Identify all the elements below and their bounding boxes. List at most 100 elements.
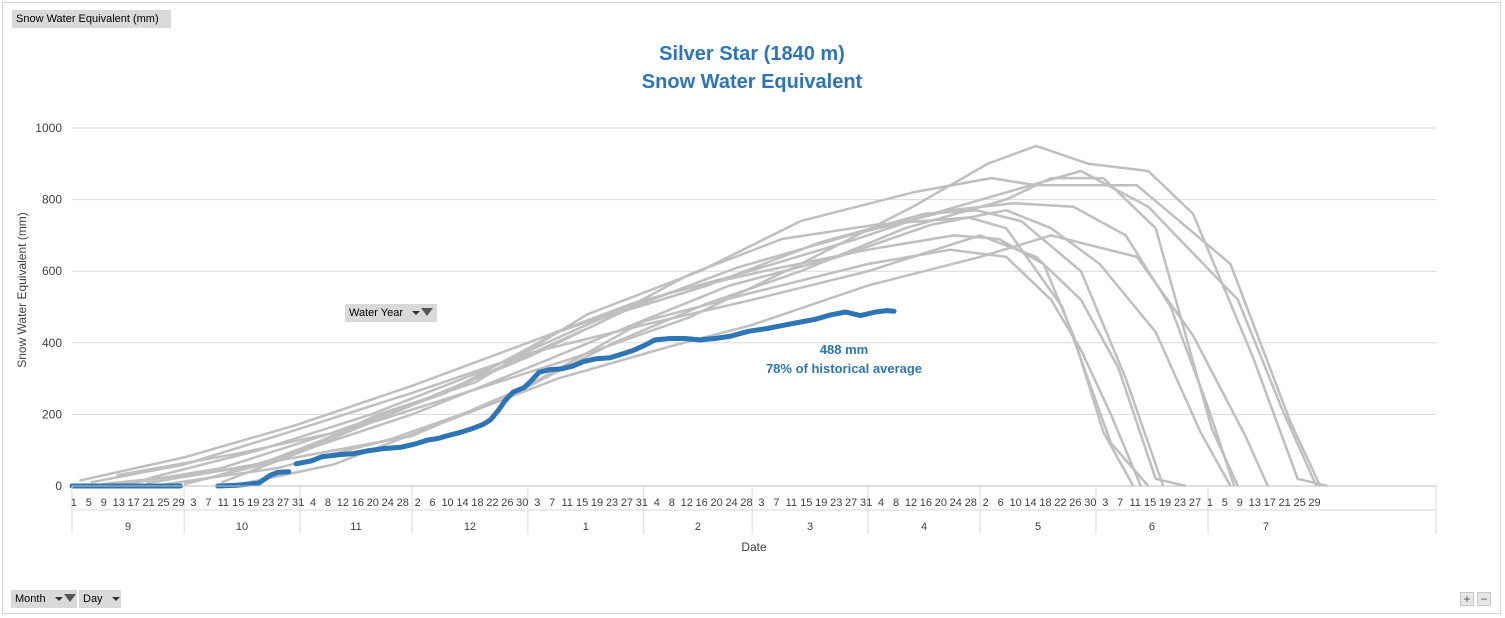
day-tick-label: 15 bbox=[800, 497, 812, 509]
day-tick-label: 4 bbox=[878, 497, 884, 509]
day-tick-label: 20 bbox=[367, 497, 379, 509]
day-tick-label: 27 bbox=[1189, 497, 1201, 509]
day-tick-label: 10 bbox=[1009, 497, 1021, 509]
day-tick-label: 18 bbox=[471, 497, 483, 509]
day-tick-label: 29 bbox=[172, 497, 184, 509]
day-tick-label: 5 bbox=[86, 497, 92, 509]
historical-line-hist-8 bbox=[221, 209, 1232, 487]
historical-line-hist-7 bbox=[79, 169, 1318, 487]
legend-field-button[interactable]: Water Year bbox=[345, 304, 437, 322]
day-tick-label: 28 bbox=[740, 497, 752, 509]
y-axis-label: Snow Water Equivalent (mm) bbox=[15, 212, 29, 368]
day-tick-label: 9 bbox=[101, 497, 107, 509]
month-label: 11 bbox=[350, 521, 361, 533]
day-tick-label: 17 bbox=[1264, 497, 1276, 509]
day-tick-label: 16 bbox=[920, 497, 932, 509]
day-tick-label: 16 bbox=[352, 497, 364, 509]
historical-line-hist-6 bbox=[183, 176, 1322, 487]
y-axis-ticks: 0 200 400 600 800 1000 bbox=[35, 121, 62, 493]
day-tick-label: 1 bbox=[71, 497, 77, 509]
day-tick-label: 18 bbox=[1039, 497, 1051, 509]
day-tick-label: 2 bbox=[415, 497, 421, 509]
day-tick-label: 3 bbox=[758, 497, 764, 509]
day-tick-label: 13 bbox=[113, 497, 125, 509]
day-tick-label: 2 bbox=[983, 497, 989, 509]
historical-line-hist-9 bbox=[146, 209, 1165, 487]
day-tick-label: 5 bbox=[1222, 497, 1228, 509]
day-tick-label: 12 bbox=[337, 497, 349, 509]
day-field-label: Day bbox=[83, 593, 103, 605]
day-tick-label: 11 bbox=[561, 497, 572, 509]
annotation-percent: 78% of historical average bbox=[766, 361, 922, 376]
day-tick-label: 1 bbox=[1207, 497, 1213, 509]
historical-line-hist-10 bbox=[239, 234, 1269, 487]
day-tick-label: 27 bbox=[845, 497, 857, 509]
month-label: 7 bbox=[1263, 521, 1269, 533]
day-tick-label: 22 bbox=[486, 497, 498, 509]
day-field-button[interactable]: Day bbox=[79, 590, 121, 608]
plus-icon[interactable]: + bbox=[1460, 592, 1474, 606]
day-tick-label: 15 bbox=[576, 497, 588, 509]
day-tick-label: 23 bbox=[830, 497, 842, 509]
chart-subtitle: Snow Water Equivalent bbox=[642, 71, 863, 93]
day-tick-label: 30 bbox=[1084, 497, 1096, 509]
funnel-icon bbox=[421, 308, 434, 317]
day-tick-label: 14 bbox=[1024, 497, 1036, 509]
day-tick-label: 8 bbox=[325, 497, 331, 509]
day-tick-label: 19 bbox=[591, 497, 603, 509]
minus-icon[interactable]: − bbox=[1477, 592, 1491, 606]
gridlines bbox=[72, 127, 1436, 415]
day-tick-label: 12 bbox=[681, 497, 693, 509]
current-line-segment-2 bbox=[293, 308, 897, 467]
day-tick-label: 31 bbox=[636, 497, 648, 509]
day-tick-label: 22 bbox=[1054, 497, 1066, 509]
value-field-button[interactable]: Snow Water Equivalent (mm) bbox=[12, 10, 171, 28]
day-tick-label: 21 bbox=[142, 497, 154, 509]
day-tick-label: 15 bbox=[1144, 497, 1156, 509]
day-tick-label: 27 bbox=[277, 497, 289, 509]
historical-line-hist-2 bbox=[124, 234, 1135, 487]
day-tick-label: 24 bbox=[950, 497, 962, 509]
day-tick-label: 8 bbox=[669, 497, 675, 509]
day-tick-label: 6 bbox=[430, 497, 436, 509]
day-tick-label: 7 bbox=[1117, 497, 1123, 509]
month-field-label: Month bbox=[15, 593, 46, 605]
chevron-down-icon bbox=[54, 597, 63, 602]
month-label: 5 bbox=[1035, 521, 1041, 533]
day-tick-label: 9 bbox=[1237, 497, 1243, 509]
month-label: 1 bbox=[583, 521, 589, 533]
day-tick-label: 19 bbox=[1159, 497, 1171, 509]
day-tick-label: 7 bbox=[205, 497, 211, 509]
day-tick-label: 20 bbox=[711, 497, 723, 509]
day-tick-label: 24 bbox=[382, 497, 394, 509]
day-tick-label: 27 bbox=[621, 497, 633, 509]
day-tick-label: 4 bbox=[310, 497, 316, 509]
day-tick-label: 4 bbox=[654, 497, 660, 509]
day-tick-label: 11 bbox=[786, 497, 797, 509]
historical-series bbox=[79, 144, 1328, 488]
day-tick-label: 11 bbox=[218, 497, 229, 509]
month-label: 2 bbox=[695, 521, 701, 533]
day-tick-label: 31 bbox=[860, 497, 872, 509]
historical-line-hist-5 bbox=[165, 176, 1240, 487]
day-tick-label: 26 bbox=[501, 497, 513, 509]
historical-line-hist-11 bbox=[116, 144, 1328, 488]
day-tick-label: 20 bbox=[935, 497, 947, 509]
day-tick-label: 11 bbox=[1129, 497, 1140, 509]
chevron-down-icon bbox=[412, 311, 421, 316]
legend-field-label: Water Year bbox=[349, 307, 404, 319]
day-tick-label: 14 bbox=[456, 497, 468, 509]
day-tick-label: 25 bbox=[157, 497, 169, 509]
day-tick-label: 17 bbox=[128, 497, 140, 509]
day-tick-label: 7 bbox=[549, 497, 555, 509]
day-tick-label: 3 bbox=[534, 497, 540, 509]
chevron-down-icon bbox=[111, 597, 120, 602]
month-field-button[interactable]: Month bbox=[11, 590, 77, 608]
day-tick-label: 15 bbox=[232, 497, 244, 509]
day-tick-label: 29 bbox=[1308, 497, 1320, 509]
day-tick-label: 3 bbox=[1102, 497, 1108, 509]
month-label: 4 bbox=[921, 521, 927, 533]
day-tick-label: 19 bbox=[247, 497, 259, 509]
